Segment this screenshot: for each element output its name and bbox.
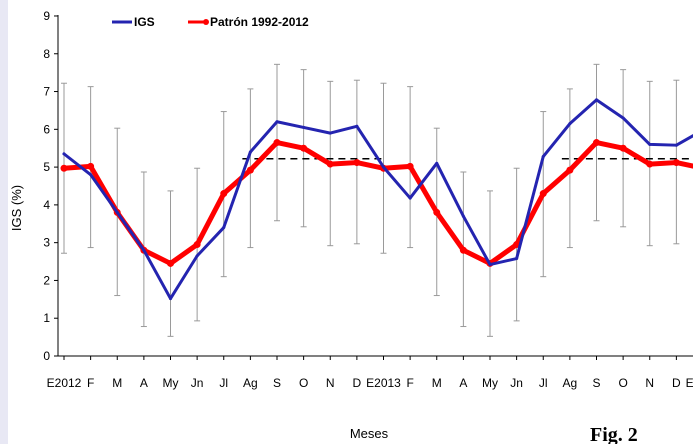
- legend-label-patron: Patrón 1992-2012: [210, 15, 309, 29]
- x-tick-label: My: [163, 376, 179, 390]
- x-tick-label: Jl: [539, 376, 548, 390]
- x-tick-label: S: [273, 376, 281, 390]
- y-tick-label: 3: [43, 236, 50, 250]
- x-tick-label: E2012: [47, 376, 82, 390]
- series-point-igs: [142, 248, 146, 252]
- series-point-patron: [60, 164, 68, 172]
- y-tick-label: 1: [43, 311, 50, 325]
- series-point-igs: [195, 254, 199, 258]
- x-tick-label: Ag: [243, 376, 258, 390]
- series-point-patron: [593, 139, 600, 147]
- series-point-patron: [300, 144, 308, 152]
- x-tick-label: F: [406, 376, 413, 390]
- x-tick-label: Ag: [563, 376, 578, 390]
- axes: [54, 14, 693, 360]
- series-point-igs: [595, 98, 598, 102]
- x-tick-label: Jn: [191, 376, 204, 390]
- series-point-patron: [87, 162, 95, 170]
- series-lines: [60, 98, 693, 301]
- series-point-igs: [648, 142, 652, 146]
- left-edge-bar: [0, 0, 8, 444]
- x-tick-label: S: [592, 376, 600, 390]
- y-tick-label: 8: [43, 47, 50, 61]
- y-tick-label: 0: [43, 349, 50, 363]
- y-tick-label: 6: [43, 122, 50, 136]
- x-tick-label: Jn: [510, 376, 523, 390]
- y-tick-label: 9: [43, 9, 50, 23]
- y-tick-label: 2: [43, 273, 50, 287]
- series-point-igs: [621, 116, 625, 120]
- series-point-igs: [674, 143, 678, 147]
- x-tick-label: N: [645, 376, 654, 390]
- series-point-patron: [326, 160, 334, 168]
- x-tick-label: E2013: [366, 376, 401, 390]
- x-tick-label: My: [482, 376, 498, 390]
- legend-label-igs: IGS: [134, 15, 155, 29]
- legend-marker-patron: [203, 19, 209, 25]
- x-tick-label: D: [353, 376, 362, 390]
- series-point-patron: [646, 160, 654, 168]
- series-point-igs: [541, 155, 545, 159]
- series-point-igs: [169, 297, 172, 301]
- y-tick-label: 4: [43, 198, 50, 212]
- legend: IGS Patrón 1992-2012: [112, 15, 309, 29]
- series-point-patron: [220, 190, 228, 198]
- series-point-igs: [408, 196, 412, 200]
- series-point-igs: [275, 120, 279, 124]
- x-tick-label: O: [299, 376, 308, 390]
- series-line-igs: [62, 98, 693, 301]
- series-point-igs: [461, 214, 465, 218]
- y-axis-title: IGS (%): [9, 185, 24, 231]
- series-point-patron: [353, 159, 361, 167]
- series-point-igs: [515, 257, 519, 261]
- tick-labels: 0 1 2 3 4 5 6 7 8 9 E2012 F M A My Jn Jl Ag S O N D E2013 F M A My…: [43, 9, 693, 390]
- series-point-igs: [115, 210, 119, 214]
- series-point-igs: [382, 165, 385, 169]
- figure-label: Fig. 2: [590, 424, 638, 444]
- x-tick-label: N: [326, 376, 335, 390]
- x-tick-label: A: [140, 376, 148, 390]
- series-point-patron: [459, 246, 467, 254]
- series-point-patron: [672, 159, 680, 167]
- series-point-igs: [435, 161, 439, 165]
- x-tick-label: D: [672, 376, 681, 390]
- error-bars: [61, 63, 680, 337]
- x-tick-label: E2014: [686, 376, 693, 390]
- series-point-patron: [539, 190, 547, 198]
- x-axis-title: Meses: [350, 426, 389, 441]
- series-point-patron: [406, 162, 414, 170]
- series-point-igs: [248, 150, 252, 154]
- x-tick-label: M: [432, 376, 442, 390]
- series-point-patron: [167, 259, 174, 267]
- series-point-igs: [355, 124, 359, 128]
- series-point-patron: [246, 166, 254, 174]
- series-point-igs: [62, 152, 66, 156]
- series-point-igs: [302, 125, 306, 129]
- series-point-patron: [433, 208, 441, 216]
- x-tick-label: M: [112, 376, 122, 390]
- series-point-patron: [273, 139, 281, 147]
- series-point-igs: [328, 131, 332, 135]
- x-tick-label: O: [618, 376, 627, 390]
- series-point-patron: [193, 241, 201, 249]
- series-point-igs: [222, 226, 226, 230]
- series-point-patron: [619, 144, 627, 152]
- y-tick-label: 5: [43, 160, 50, 174]
- x-tick-label: A: [459, 376, 467, 390]
- series-point-igs: [89, 173, 93, 177]
- y-tick-label: 7: [43, 85, 50, 99]
- series-point-igs: [488, 263, 492, 267]
- series-point-patron: [566, 166, 574, 174]
- series-point-igs: [568, 122, 572, 126]
- x-tick-label: Jl: [219, 376, 228, 390]
- x-tick-label: F: [87, 376, 94, 390]
